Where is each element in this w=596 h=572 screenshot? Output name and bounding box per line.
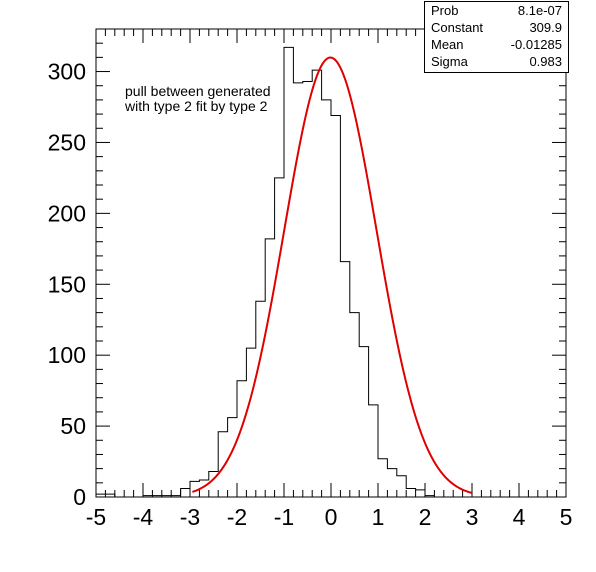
- stats-box: Prob 8.1e-07 Constant 309.9 Mean -0.0128…: [424, 1, 569, 73]
- stat-value: -0.01285: [510, 37, 562, 52]
- y-tick-labels: 0 50 100 150 200 250 300: [48, 59, 86, 510]
- x-tick-label: 0: [325, 504, 338, 530]
- x-tick-label: -2: [227, 504, 247, 530]
- gaussian-fit-curve: [192, 56, 473, 494]
- x-tick-label: -5: [86, 504, 106, 530]
- stat-row-sigma: Sigma 0.983: [425, 53, 568, 70]
- x-tick-label: 3: [466, 504, 479, 530]
- y-tick-label: 50: [60, 413, 86, 439]
- stat-label: Prob: [431, 3, 459, 18]
- stat-row-constant: Constant 309.9: [425, 19, 568, 36]
- y-tick-label: 250: [48, 129, 86, 155]
- x-tick-label: 5: [560, 504, 573, 530]
- y-tick-label: 150: [48, 271, 86, 297]
- stat-label: Constant: [431, 20, 484, 35]
- stat-value: 309.9: [529, 20, 562, 35]
- x-tick-labels: -5 -4 -3 -2 -1 0 1 2 3 4 5: [86, 504, 573, 530]
- y-tick-label: 0: [73, 484, 86, 510]
- stat-value: 0.983: [529, 54, 562, 69]
- x-tick-label: -3: [180, 504, 200, 530]
- histogram-outline: [95, 46, 566, 498]
- stat-label: Mean: [431, 37, 464, 52]
- y-tick-label: 200: [48, 200, 86, 226]
- x-tick-label: 4: [513, 504, 526, 530]
- annotation-line-2: with type 2 fit by type 2: [124, 98, 268, 114]
- stat-row-prob: Prob 8.1e-07: [425, 2, 568, 19]
- y-tick-label: 100: [48, 342, 86, 368]
- stat-label: Sigma: [431, 54, 468, 69]
- x-tick-label: -1: [274, 504, 294, 530]
- x-tick-label: -4: [133, 504, 154, 530]
- annotation-line-1: pull between generated: [125, 83, 271, 99]
- stat-row-mean: Mean -0.01285: [425, 36, 568, 53]
- x-tick-label: 2: [419, 504, 432, 530]
- stat-value: 8.1e-07: [517, 3, 562, 18]
- x-tick-label: 1: [372, 504, 385, 530]
- y-tick-label: 300: [48, 59, 86, 85]
